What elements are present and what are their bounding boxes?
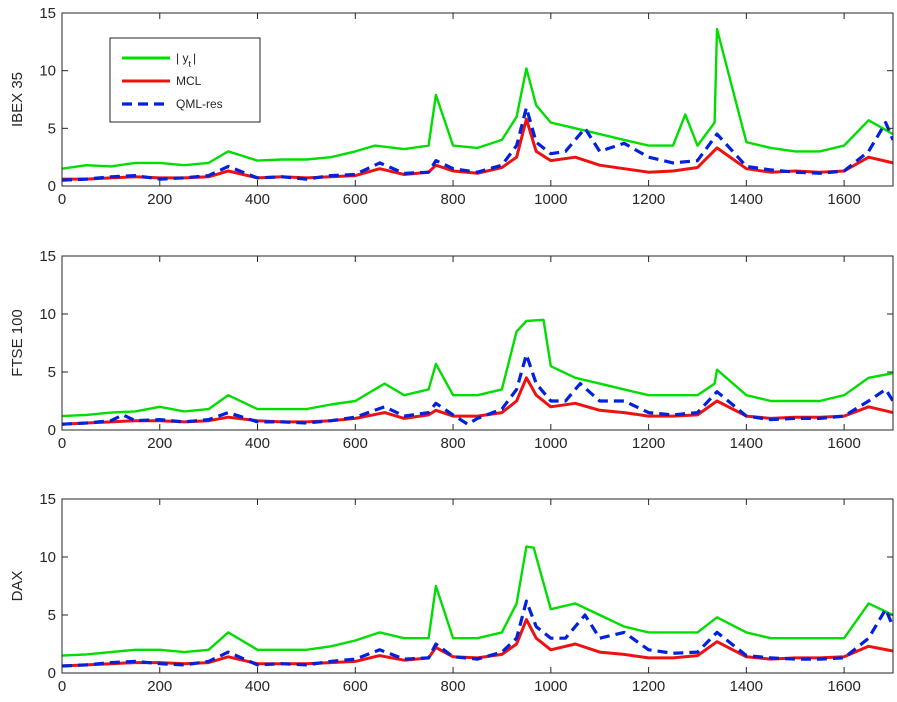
- y-tick-label: 10: [39, 63, 56, 80]
- axes-box: [61, 12, 894, 187]
- x-tick-label: 1600: [827, 678, 860, 695]
- y-axis-label: FTSE 100: [9, 309, 26, 377]
- legend-label-subscript: t: [188, 59, 191, 69]
- x-tick-label: 800: [441, 678, 466, 695]
- x-tick-label: 1200: [632, 435, 665, 452]
- x-tick-label: 1600: [827, 435, 860, 452]
- axes-box: [61, 498, 894, 674]
- y-axis-label: DAX: [9, 571, 26, 602]
- x-tick-label: 1400: [730, 191, 763, 208]
- x-tick-label: 400: [245, 191, 270, 208]
- x-tick-label: 600: [343, 435, 368, 452]
- series-line-y: [62, 318, 893, 418]
- x-tick-label: 800: [441, 191, 466, 208]
- x-tick-label: 0: [58, 435, 66, 452]
- legend-label-bar: |: [193, 51, 196, 65]
- y-tick-label: 15: [39, 491, 56, 508]
- y-tick-label: 15: [39, 5, 56, 22]
- chart-panel-ibex-35: 0 200 400 600 800 1000 1200 1400 1600 0 5 10 15 IBEX …: [9, 5, 894, 208]
- x-tick-label: 600: [343, 678, 368, 695]
- x-tick-label: 1400: [730, 678, 763, 695]
- series-line-qml-res: [62, 599, 893, 668]
- series-group: [62, 318, 893, 426]
- series-line-y: [62, 27, 893, 170]
- x-tick-label: 200: [147, 191, 172, 208]
- y-tick-label: 0: [48, 422, 56, 439]
- plot-area: [62, 256, 893, 430]
- y-tick-label: 5: [48, 364, 56, 381]
- y-tick-label: 10: [39, 549, 56, 566]
- x-tick-label: 600: [343, 191, 368, 208]
- y-tick-label: 5: [48, 120, 56, 137]
- x-tick-label: 1000: [534, 435, 567, 452]
- x-tick-label: 1000: [534, 678, 567, 695]
- legend-label-qml-res: QML-res: [176, 97, 223, 111]
- series-line-qml-res: [62, 106, 893, 182]
- series-line-qml-res: [62, 353, 893, 426]
- x-tick-label: 1200: [632, 678, 665, 695]
- plot-area: [62, 499, 893, 673]
- x-tick-label: 1600: [827, 191, 860, 208]
- chart-panel-ftse-100: 0 200 400 600 800 1000 1200 1400 1600 0 5 10 15 FTSE …: [9, 248, 894, 452]
- y-tick-label: 10: [39, 306, 56, 323]
- x-tick-label: 0: [58, 191, 66, 208]
- y-tick-label: 0: [48, 665, 56, 682]
- y-tick-label: 0: [48, 178, 56, 195]
- chart-panel-dax: 0 200 400 600 800 1000 1200 1400 1600 0 5 10 15 DAX: [9, 491, 894, 695]
- series-group: [62, 545, 893, 668]
- x-tick-label: 0: [58, 678, 66, 695]
- x-tick-label: 400: [245, 678, 270, 695]
- x-tick-label: 200: [147, 678, 172, 695]
- y-tick-label: 15: [39, 248, 56, 265]
- legend-label-mcl: MCL: [176, 74, 202, 88]
- x-tick-label: 800: [441, 435, 466, 452]
- x-tick-label: 400: [245, 435, 270, 452]
- x-tick-label: 1200: [632, 191, 665, 208]
- x-tick-label: 200: [147, 435, 172, 452]
- series-line-y: [62, 545, 893, 657]
- axes-box: [61, 255, 894, 431]
- x-tick-label: 1400: [730, 435, 763, 452]
- y-axis-label: IBEX 35: [9, 72, 26, 127]
- series-group: [62, 27, 893, 182]
- x-tick-label: 1000: [534, 191, 567, 208]
- y-tick-label: 5: [48, 607, 56, 624]
